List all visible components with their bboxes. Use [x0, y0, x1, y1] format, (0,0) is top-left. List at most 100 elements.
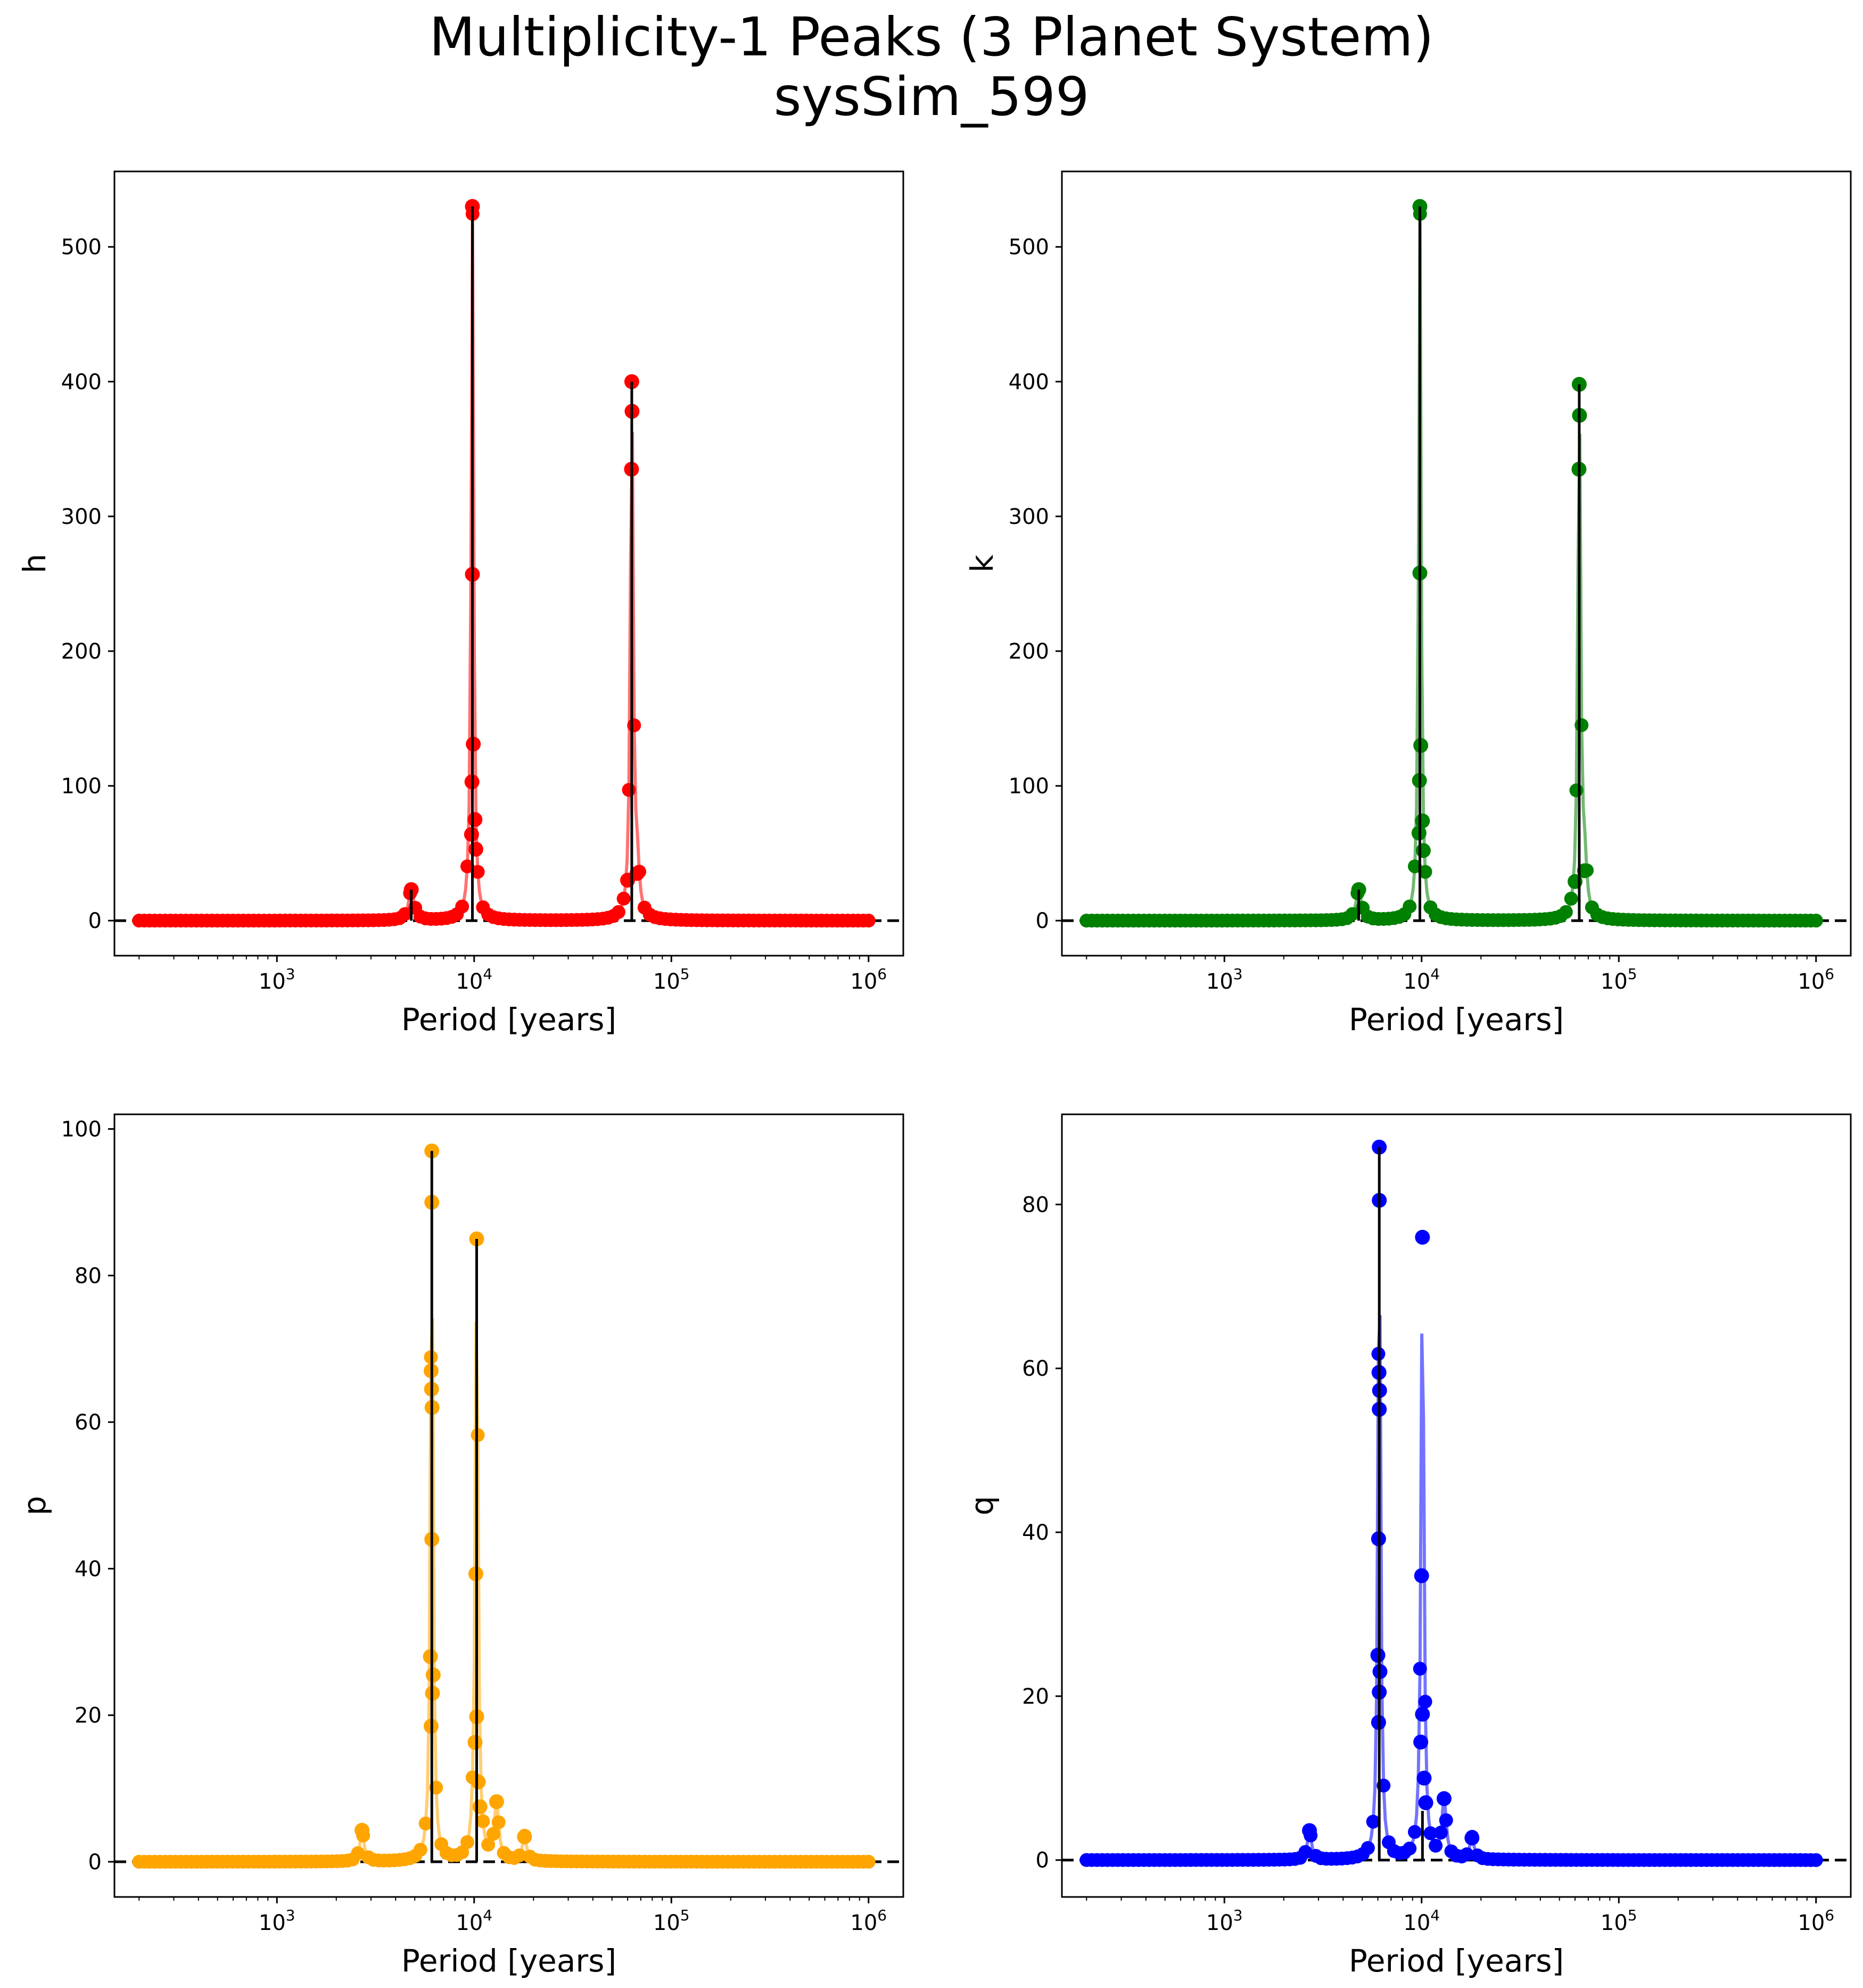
data-point: [1416, 1770, 1432, 1786]
data-point: [622, 783, 636, 797]
y-axis-label: k: [964, 554, 1000, 572]
plot-area-p: [114, 1143, 903, 1869]
series-line-h: [139, 213, 869, 923]
data-point: [460, 859, 475, 874]
data-point: [423, 1649, 438, 1664]
y-tick-label: 0: [1036, 909, 1049, 933]
y-axis-label: q: [964, 1496, 1000, 1516]
data-point: [1403, 1841, 1417, 1855]
data-point: [468, 842, 483, 857]
data-point: [1460, 1847, 1474, 1861]
y-tick-label: 60: [1022, 1357, 1049, 1381]
y-tick-label: 0: [88, 909, 102, 933]
y-tick-label: 20: [1022, 1685, 1049, 1709]
data-point: [467, 1735, 483, 1750]
data-point: [616, 891, 631, 906]
series-line-k: [1086, 213, 1816, 923]
data-point: [481, 1837, 496, 1852]
data-point: [1418, 1795, 1433, 1810]
data-point: [471, 865, 485, 879]
subplot-q: 0 20 40 60 80 103 104 105 106 Period [years] q: [964, 1113, 1852, 1979]
data-point: [467, 812, 483, 827]
x-tick-label: 103: [1206, 965, 1243, 994]
x-tick-label: 103: [1206, 1907, 1243, 1935]
data-point: [861, 914, 876, 928]
y-tick-label: 400: [1009, 370, 1049, 395]
data-point: [1575, 718, 1589, 732]
y-tick-label: 80: [1022, 1193, 1049, 1217]
x-tick-label: 104: [456, 965, 492, 994]
data-point: [1564, 891, 1578, 906]
data-point: [1559, 905, 1573, 919]
data-point: [1414, 1568, 1429, 1583]
data-point: [476, 1814, 490, 1828]
x-axis-label: Period [years]: [401, 1001, 616, 1038]
x-tick-label: 105: [653, 1907, 690, 1935]
figure-title-line1: Multiplicity-1 Peaks (3 Planet System): [429, 6, 1434, 68]
y-tick-label: 300: [1009, 505, 1049, 529]
y-tick-label: 80: [75, 1264, 102, 1288]
plot-area-q: [1062, 1139, 1851, 1867]
y-tick-label: 100: [1009, 774, 1049, 799]
data-point: [512, 1848, 526, 1862]
data-point: [1298, 1845, 1313, 1859]
data-point: [1429, 1838, 1443, 1853]
data-point: [611, 905, 625, 919]
y-tick-label: 40: [75, 1557, 102, 1581]
peak-point: [1302, 1823, 1317, 1838]
data-point: [1361, 1841, 1375, 1855]
data-point: [1403, 899, 1417, 914]
peak-point: [355, 1822, 370, 1838]
x-tick-label: 104: [1403, 965, 1440, 994]
y-tick-label: 40: [1022, 1521, 1049, 1545]
plot-area-h: [114, 199, 903, 928]
y-tick-label: 60: [75, 1410, 102, 1435]
data-point: [460, 1835, 475, 1849]
data-point: [472, 1799, 488, 1814]
x-tick-label: 104: [456, 1907, 492, 1935]
axes-frame-q: [1061, 1113, 1852, 1898]
y-tick-label: 500: [1009, 235, 1049, 260]
figure-title-line2: sysSim_599: [773, 65, 1090, 128]
x-axis-label: Period [years]: [1349, 1001, 1564, 1038]
y-tick-label: 100: [61, 774, 102, 799]
data-point: [486, 1827, 500, 1841]
data-point: [1809, 1853, 1823, 1867]
data-point: [1408, 1825, 1422, 1839]
y-tick-label: 100: [61, 1118, 102, 1142]
x-tick-label: 106: [850, 965, 887, 994]
data-point: [425, 1667, 441, 1682]
data-point: [861, 1854, 876, 1869]
y-tick-label: 300: [61, 505, 102, 529]
data-point: [455, 899, 469, 914]
axes-frame-h: [113, 170, 904, 957]
data-point: [1418, 865, 1432, 879]
data-point: [398, 907, 412, 921]
data-point: [471, 1774, 486, 1789]
axes-frame-k: [1061, 170, 1852, 957]
y-tick-label: 0: [1036, 1849, 1049, 1873]
data-point: [1569, 783, 1584, 798]
peak-point: [489, 1794, 504, 1810]
y-axis-label: h: [17, 554, 53, 573]
subplot-p: 0 20 40 60 80 100 103 104 105 106 Period [years] p: [17, 1113, 904, 1979]
data-point: [351, 1846, 365, 1860]
data-point: [1415, 843, 1431, 858]
data-point: [418, 1817, 433, 1831]
data-point: [455, 1845, 469, 1860]
subplot-k: 0 100 200 300 400 500 103 104 105 106 Period [year…: [964, 170, 1852, 1038]
peak-point: [1436, 1791, 1452, 1806]
peak-point: [517, 1829, 532, 1845]
y-tick-label: 20: [75, 1704, 102, 1728]
x-axis-label: Period [years]: [401, 1943, 616, 1979]
peak-point: [1577, 863, 1592, 878]
plot-area-k: [1062, 199, 1851, 928]
y-tick-label: 400: [61, 370, 102, 395]
series-line-q: [1086, 1315, 1816, 1862]
y-tick-label: 500: [61, 235, 102, 260]
data-point: [1423, 1826, 1438, 1841]
data-point: [1345, 907, 1359, 921]
x-tick-label: 105: [653, 965, 690, 994]
y-axis-label: p: [17, 1496, 53, 1516]
